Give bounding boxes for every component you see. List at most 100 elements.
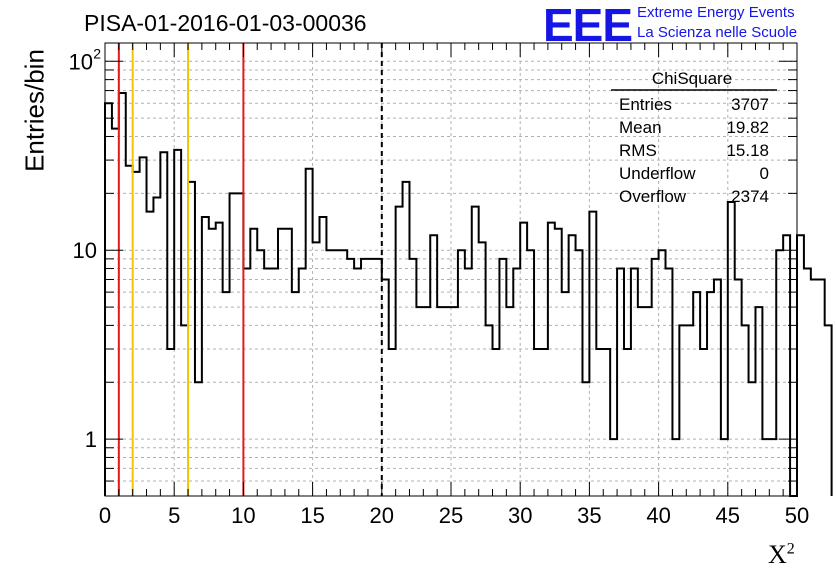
- histogram-bin: [320, 217, 327, 496]
- x-axis-label: X2: [768, 540, 795, 570]
- eee-logo-line1: Extreme Energy Events: [637, 4, 795, 21]
- histogram-series: [104, 91, 833, 497]
- histogram-bin: [527, 250, 534, 496]
- histogram-bin: [437, 307, 444, 496]
- histogram-bin: [825, 325, 832, 496]
- histogram-bin: [112, 129, 119, 496]
- histogram-bin: [818, 279, 825, 496]
- stats-row-value: 0: [760, 164, 769, 183]
- x-tick-label: 40: [646, 503, 670, 528]
- x-tick-label: 25: [439, 503, 463, 528]
- x-tick-label: 10: [231, 503, 255, 528]
- histogram-bin: [672, 439, 679, 496]
- histogram-bin: [396, 207, 403, 496]
- x-tick-label: 0: [99, 503, 111, 528]
- histogram-bin: [707, 292, 714, 496]
- histogram-bin: [160, 152, 167, 496]
- histogram-bin: [368, 259, 375, 496]
- histogram-bin: [589, 212, 596, 496]
- x-tick-label: 35: [577, 503, 601, 528]
- histogram-bin: [223, 292, 230, 496]
- histogram-bin: [499, 259, 506, 496]
- histogram-bin: [582, 382, 589, 496]
- histogram-bin: [243, 269, 250, 496]
- histogram-bin: [188, 182, 195, 496]
- histogram-bin: [423, 307, 430, 496]
- histogram-bin: [610, 439, 617, 496]
- x-tick-label: 20: [370, 503, 394, 528]
- histogram-bin: [105, 103, 112, 496]
- histogram-bin: [804, 269, 811, 496]
- stats-row-value: 3707: [731, 95, 769, 114]
- histogram-bin: [603, 349, 610, 496]
- histogram-bin: [465, 269, 472, 496]
- histogram-bin: [776, 250, 783, 496]
- histogram-bin: [306, 169, 313, 496]
- histogram-bin: [666, 269, 673, 496]
- histogram-bin: [797, 235, 804, 496]
- stats-row-label: Entries: [619, 95, 672, 114]
- y-tick-label-exp: 2: [93, 45, 101, 61]
- histogram-bin: [576, 250, 583, 496]
- y-tick-label: 10: [73, 238, 97, 263]
- histogram-bin: [451, 307, 458, 496]
- histogram-bin: [811, 279, 818, 496]
- histogram-bin: [679, 325, 686, 496]
- histogram-bin: [541, 349, 548, 496]
- histogram-bin: [617, 269, 624, 496]
- histogram-bin: [250, 229, 257, 496]
- histogram-bin: [299, 269, 306, 496]
- histogram-bin: [140, 157, 147, 496]
- histogram-bin: [520, 223, 527, 496]
- histogram-bin: [147, 212, 154, 496]
- histogram-bin: [624, 349, 631, 496]
- histogram-bin: [271, 269, 278, 496]
- histogram-bin: [119, 93, 126, 496]
- histogram-bin: [167, 349, 174, 496]
- histogram-bin: [555, 229, 562, 496]
- histogram-bin: [714, 279, 721, 496]
- stats-box-title: ChiSquare: [652, 69, 732, 88]
- x-tick-label: 5: [168, 503, 180, 528]
- histogram-bin: [285, 229, 292, 496]
- histogram-bin: [659, 250, 666, 496]
- histogram-bin: [486, 325, 493, 496]
- histogram-bin: [513, 269, 520, 496]
- histogram-bin: [472, 207, 479, 496]
- histogram-bin: [728, 202, 735, 496]
- histogram-bin: [181, 325, 188, 496]
- histogram-bin: [444, 307, 451, 496]
- histogram-bin: [174, 150, 181, 496]
- histogram-bin: [700, 349, 707, 496]
- histogram-bin: [153, 198, 160, 496]
- histogram-bin: [762, 439, 769, 496]
- histogram-bin: [596, 349, 603, 496]
- histogram-bin: [230, 193, 237, 496]
- histogram-bin: [202, 217, 209, 496]
- histogram-bin: [749, 382, 756, 496]
- histogram-bin: [534, 349, 541, 496]
- y-tick-label: 10: [69, 49, 93, 74]
- histogram-bin: [645, 307, 652, 496]
- histogram-bin: [506, 307, 513, 496]
- histogram-bin: [783, 235, 790, 496]
- histogram-bin: [278, 229, 285, 496]
- histogram-bin: [458, 250, 465, 496]
- histogram-bin: [326, 250, 333, 496]
- histogram-bin: [493, 349, 500, 496]
- histogram-bin: [638, 307, 645, 496]
- histogram-bin: [430, 235, 437, 496]
- histogram-bin: [347, 259, 354, 496]
- stats-row-value: 19.82: [726, 118, 769, 137]
- eee-logo-line2: La Scienza nelle Scuole: [637, 24, 798, 41]
- x-tick-label: 15: [300, 503, 324, 528]
- histogram-bin: [562, 292, 569, 496]
- histogram-bin: [742, 325, 749, 496]
- histogram-bin: [721, 439, 728, 496]
- histogram-bin: [382, 279, 389, 496]
- histogram-bin: [195, 382, 202, 496]
- stats-row-label: RMS: [619, 141, 657, 160]
- x-tick-label: 50: [785, 503, 809, 528]
- histogram-bin: [755, 307, 762, 496]
